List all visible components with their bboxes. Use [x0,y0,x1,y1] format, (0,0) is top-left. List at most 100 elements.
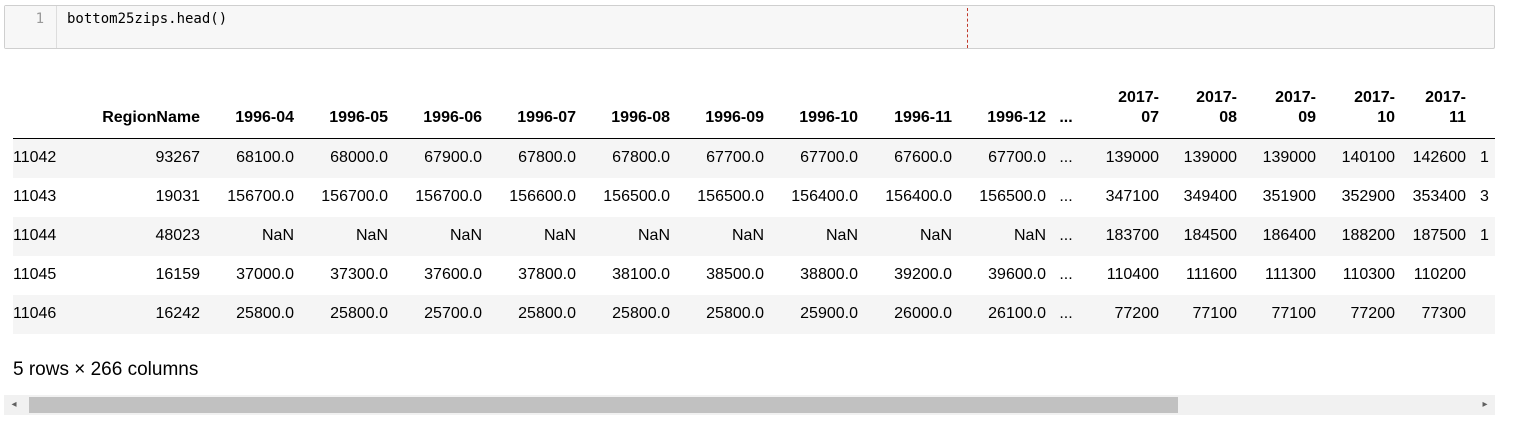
table-cell [1466,256,1495,295]
table-row: 11045 16159 37000.0 37300.0 37600.0 37800.0 38… [13,256,1495,295]
table-cell: 25800.0 [612,305,670,322]
table-cell: NaN [1013,227,1046,244]
column-header: 1996-08 [611,108,670,126]
table-cell: 19031 [155,188,201,205]
table-cell: 349400 [1183,188,1237,205]
column-header: 2017- 08 [1196,88,1237,126]
scroll-right-arrow-icon[interactable]: ▸ [1482,399,1488,410]
table-cell: ... [1059,188,1073,205]
column-ruler [967,8,968,48]
index-header [13,80,73,138]
column-header [1466,80,1495,138]
table-cell: 186400 [1262,227,1316,244]
dataframe-table: RegionName 1996-04 1996-05 1996-06 1996-07 19… [13,80,1495,334]
table-cell: 39600.0 [988,266,1046,283]
row-index: 11045 [13,266,57,283]
table-cell: 110400 [1106,266,1159,283]
table-cell: NaN [637,227,670,244]
column-header: 1996-04 [235,108,294,126]
table-cell: 37800.0 [518,266,576,283]
table-row: 11046 16242 25800.0 25800.0 25700.0 25800.0 25… [13,294,1495,334]
table-cell: 77100 [1192,305,1238,322]
row-index: 11044 [13,227,57,244]
table-cell: 183700 [1105,227,1159,244]
table-cell: NaN [919,227,952,244]
column-header: 1996-12 [987,108,1046,126]
table-cell: NaN [825,227,858,244]
table-cell: 140100 [1341,149,1395,166]
row-index: 11042 [13,149,57,166]
scroll-left-arrow-icon[interactable]: ◂ [11,399,17,410]
column-header: RegionName [102,108,200,126]
table-cell: 351900 [1262,188,1316,205]
table-cell: NaN [731,227,764,244]
table-cell: ... [1059,305,1073,322]
table-cell: ... [1059,149,1073,166]
table-cell: 67600.0 [894,149,952,166]
table-row: 11044 48023 NaN NaN NaN NaN NaN NaN NaN NaN NaN...… [13,216,1495,256]
table-cell: 77200 [1114,305,1160,322]
line-number: 1 [35,11,44,27]
column-header: 2017- 11 [1425,88,1466,126]
horizontal-scrollbar[interactable]: ◂ ▸ [4,395,1495,415]
table-cell: 16159 [155,266,201,283]
table-cell: 38500.0 [706,266,764,283]
table-cell: 67800.0 [518,149,576,166]
table-cell: 48023 [155,227,201,244]
table-cell: 1 [1480,227,1489,244]
table-cell: 139000 [1262,149,1316,166]
table-header-row: RegionName 1996-04 1996-05 1996-06 1996-07 19… [13,80,1495,138]
column-header: 1996-10 [799,108,858,126]
table-cell: 67700.0 [706,149,764,166]
table-cell: ... [1059,266,1073,283]
table-cell: 39200.0 [894,266,952,283]
table-cell: 353400 [1412,188,1466,205]
table-cell: 3 [1480,188,1489,205]
table-cell: NaN [261,227,294,244]
table-cell: 352900 [1341,188,1395,205]
table-cell: 110200 [1413,266,1466,283]
table-cell: 25800.0 [518,305,576,322]
table-cell: 184500 [1183,227,1237,244]
table-row: 11042 93267 68100.0 68000.0 67900.0 67800.0 67… [13,138,1495,178]
column-header: 2017- 09 [1275,88,1316,126]
table-cell: 25800.0 [330,305,388,322]
table-cell: 67700.0 [988,149,1046,166]
code-editor-line[interactable]: bottom25zips.head() [67,11,228,27]
ellipsis-header: ... [1059,108,1073,126]
code-cell[interactable]: 1 bottom25zips.head() [4,5,1495,49]
table-cell: 68000.0 [330,149,388,166]
table-cell: 68100.0 [236,149,294,166]
column-header: 1996-06 [423,108,482,126]
table-cell: 156400.0 [791,188,858,205]
table-cell: 1 [1480,149,1489,166]
table-cell: 25800.0 [706,305,764,322]
column-header: 1996-05 [329,108,388,126]
table-cell: 37000.0 [236,266,294,283]
table-cell: 16242 [155,305,201,322]
table-cell: 156600.0 [509,188,576,205]
table-cell: 156400.0 [885,188,952,205]
table-cell: 77100 [1271,305,1317,322]
table-cell: 347100 [1105,188,1159,205]
table-cell: 38100.0 [612,266,670,283]
table-cell: 139000 [1183,149,1237,166]
table-cell: 93267 [155,149,201,166]
line-number-gutter: 1 [5,6,57,48]
table-cell: 139000 [1105,149,1159,166]
table-cell: 110300 [1342,266,1395,283]
table-cell: 77200 [1350,305,1396,322]
column-header: 2017- 10 [1354,88,1395,126]
scrollbar-thumb[interactable] [29,397,1178,413]
table-cell: 111300 [1264,266,1316,283]
column-header: 2017- 07 [1118,88,1159,126]
table-cell [1466,295,1495,334]
table-cell: 156700.0 [227,188,294,205]
table-cell: 67800.0 [612,149,670,166]
row-index: 11043 [13,188,57,205]
table-cell: 26000.0 [894,305,952,322]
table-cell: NaN [543,227,576,244]
rows-columns-summary: 5 rows × 266 columns [13,359,199,380]
table-cell: 156700.0 [321,188,388,205]
table-cell: 67900.0 [424,149,482,166]
